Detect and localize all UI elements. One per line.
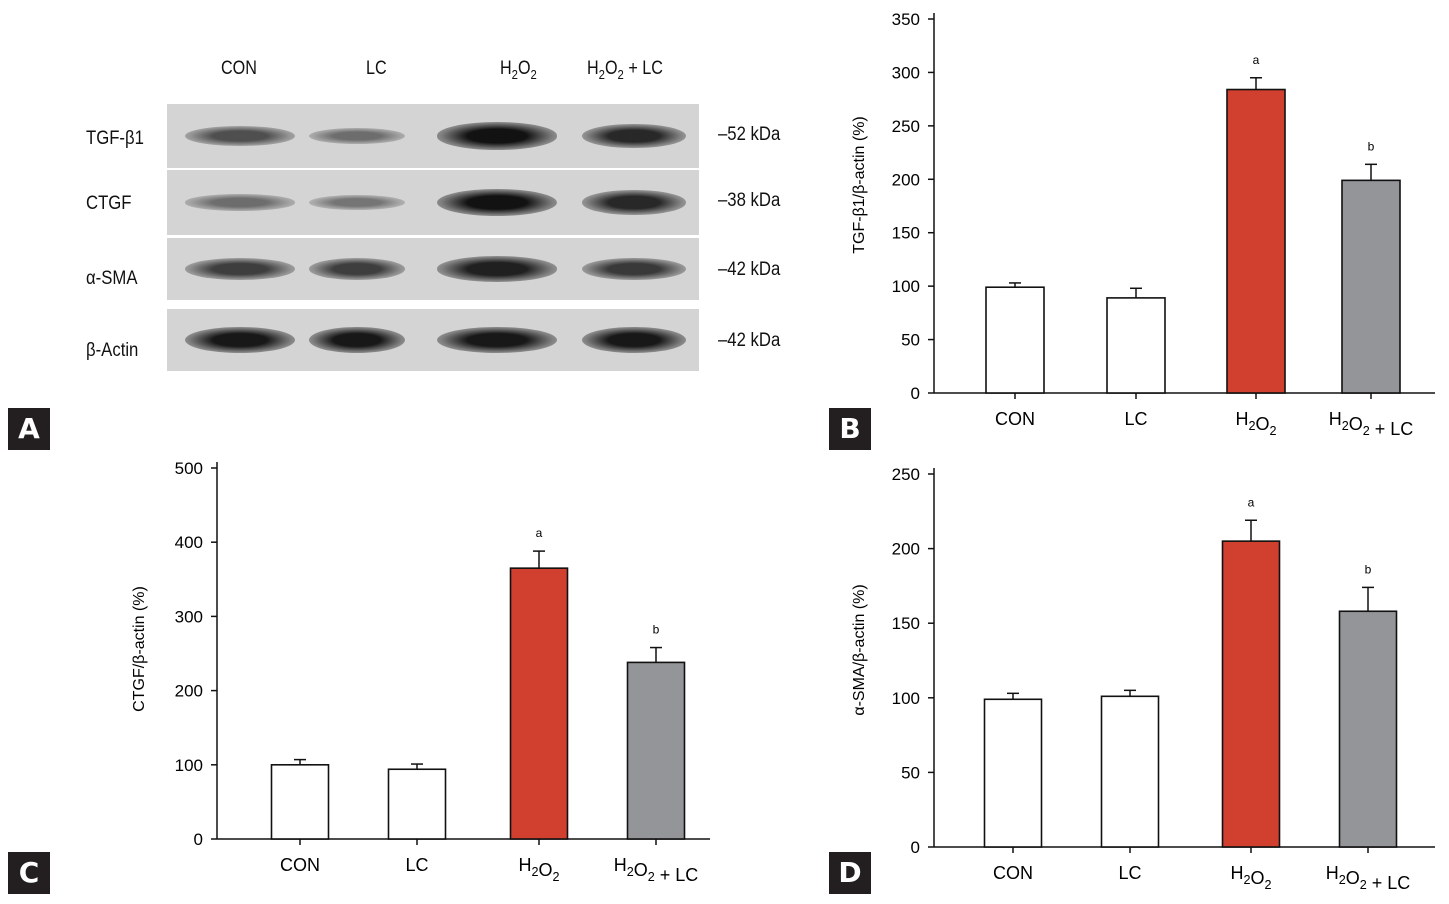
lane-label-h2o2: H2O2 [500, 58, 537, 82]
significance-label: a [536, 526, 543, 540]
blot-band [582, 326, 686, 354]
bar [1341, 179, 1401, 394]
lane-label-con: CON [221, 58, 257, 79]
lane-label-lc: LC [366, 58, 387, 79]
significance-label: b [653, 623, 660, 637]
y-tick-label: 100 [892, 277, 920, 296]
x-tick-label: H2O2 + LC [614, 855, 699, 885]
x-tick-label: H2O2 + LC [1326, 863, 1411, 893]
x-tick-label: H2O2 [1230, 863, 1271, 892]
x-tick-label: CON [280, 855, 320, 875]
y-tick-label: 200 [892, 170, 920, 189]
y-axis-label: CTGF/β-actin (%) [131, 586, 148, 712]
blot-band [437, 122, 557, 150]
y-tick-label: 250 [892, 117, 920, 136]
blot-band [582, 123, 686, 149]
lane-label-h2o2-lc: H2O2 + LC [587, 58, 663, 82]
significance-label: b [1368, 139, 1375, 153]
chart-d-asma: 0 50 100 150 200 250 α-SMA/β-actin (%) CON LC a H2… [851, 465, 1435, 893]
bar [983, 698, 1043, 848]
kda-label-tgf: –52 kDa [718, 124, 781, 145]
protein-label-actin: β-Actin [86, 340, 139, 361]
y-tick-label: 400 [175, 533, 203, 552]
bar [1106, 297, 1166, 394]
x-tick-label: LC [405, 855, 428, 875]
blot-band [309, 326, 405, 354]
bar [387, 768, 447, 840]
chart-c-ctgf: 0 100 200 300 400 500 CTGF/β-actin (%) CON LC a H2… [131, 459, 710, 885]
blot-band [437, 326, 557, 354]
y-tick-label: 100 [175, 756, 203, 775]
y-axis-label: α-SMA/β-actin (%) [851, 584, 868, 715]
y-tick-label: 0 [194, 830, 203, 849]
blot-band [582, 190, 686, 215]
x-tick-label: H2O2 [1235, 409, 1276, 438]
y-tick-label: 150 [892, 614, 920, 633]
bar [626, 661, 686, 840]
kda-label-ctgf: –38 kDa [718, 190, 781, 211]
blot-band [437, 188, 557, 217]
bar [270, 763, 330, 840]
x-tick-label: LC [1118, 863, 1141, 883]
panel-label-d: D [829, 852, 871, 894]
bar [985, 286, 1045, 394]
bar [1221, 540, 1281, 848]
x-tick-label: CON [995, 409, 1035, 429]
y-tick-label: 50 [901, 763, 920, 782]
western-blot-panel: CON LC H2O2 H2O2 + LC TGF-β1 CTGF α-SMA … [0, 0, 820, 400]
y-tick-label: 200 [175, 682, 203, 701]
bar [1338, 610, 1398, 848]
kda-label-asma: –42 kDa [718, 259, 781, 280]
blot-band [309, 127, 405, 145]
protein-label-tgf: TGF-β1 [86, 128, 144, 149]
blot-strip-tgf [167, 104, 699, 168]
panel-label-c: C [8, 852, 50, 894]
y-tick-label: 350 [892, 10, 920, 29]
blot-band [437, 256, 557, 282]
blot-band [185, 326, 295, 354]
y-axis-label: TGF-β1/β-actin (%) [851, 116, 868, 254]
blot-band [582, 257, 686, 281]
y-tick-label: 300 [892, 63, 920, 82]
y-tick-label: 250 [892, 465, 920, 484]
blot-band [185, 194, 295, 211]
x-tick-label: H2O2 [518, 855, 559, 884]
protein-label-ctgf: CTGF [86, 193, 132, 214]
significance-label: a [1253, 53, 1260, 67]
panel-label-b: B [829, 408, 871, 450]
blot-strip-ctgf [167, 170, 699, 235]
bar [1226, 88, 1286, 394]
x-tick-label: LC [1124, 409, 1147, 429]
bar [1100, 695, 1160, 848]
kda-label-actin: –42 kDa [718, 330, 781, 351]
y-tick-label: 100 [892, 689, 920, 708]
y-tick-label: 0 [911, 838, 920, 857]
blot-band [309, 194, 405, 211]
x-tick-label: CON [993, 863, 1033, 883]
blot-strip-asma [167, 238, 699, 300]
panel-label-a: A [8, 408, 50, 450]
y-tick-label: 500 [175, 459, 203, 478]
y-tick-label: 50 [901, 331, 920, 350]
chart-b-tgf: 0 50 100 150 200 250 300 350 TGF-β1/β-actin (%) C… [851, 10, 1435, 439]
blot-band [185, 258, 295, 280]
y-tick-label: 300 [175, 607, 203, 626]
significance-label: b [1365, 562, 1372, 576]
y-tick-label: 200 [892, 540, 920, 559]
blot-strip-actin [167, 309, 699, 371]
y-tick-label: 150 [892, 224, 920, 243]
x-tick-label: H2O2 + LC [1329, 409, 1414, 439]
bar [509, 567, 569, 840]
protein-label-asma: α-SMA [86, 268, 138, 289]
y-tick-label: 0 [911, 384, 920, 403]
significance-label: a [1248, 495, 1255, 509]
blot-band [185, 126, 295, 146]
blot-band [309, 258, 405, 280]
